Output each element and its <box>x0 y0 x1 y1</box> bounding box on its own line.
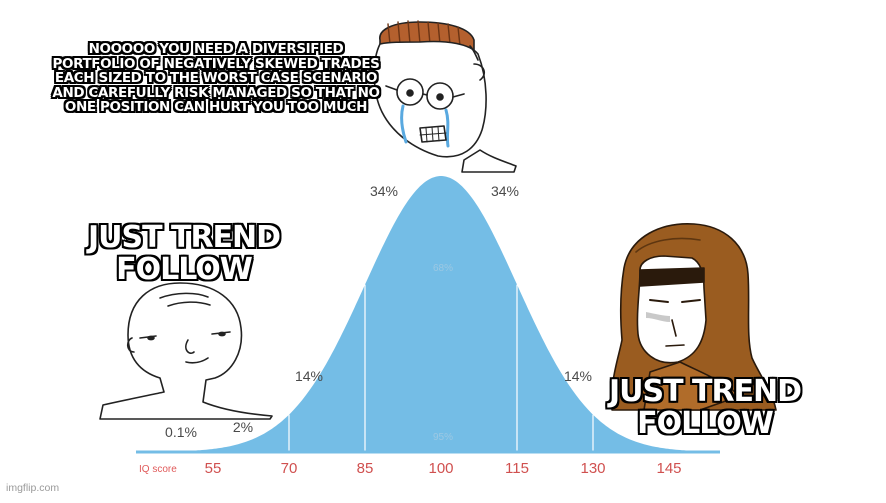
top-caption: NOOOOO YOU NEED A DIVERSIFIED PORTFOLIO … <box>52 41 380 116</box>
bell-curve-area <box>136 176 720 452</box>
label-tail-percent: 0.1% <box>165 424 197 440</box>
x-tick-label: 115 <box>505 460 529 477</box>
x-tick-label: 100 <box>428 460 453 477</box>
label-fourteen-right: 14% <box>564 368 592 384</box>
label-thirtyfour-left: 34% <box>370 183 398 199</box>
x-tick-label: 145 <box>656 460 681 477</box>
x-axis-label: IQ score <box>139 464 177 475</box>
left-caption: JUST TREND FOLLOW <box>87 220 281 288</box>
x-tick-labels: 55 70 85 100 115 130 145 <box>205 460 682 477</box>
x-tick-label: 70 <box>281 460 298 477</box>
label-ninetyfive: 95% <box>433 432 453 443</box>
x-tick-label: 85 <box>357 460 374 477</box>
x-tick-label: 55 <box>205 460 222 477</box>
crying-soyjak-icon <box>373 20 517 173</box>
x-tick-label: 130 <box>580 460 605 477</box>
label-two-percent: 2% <box>233 419 253 435</box>
imgflip-watermark: imgflip.com <box>6 482 60 494</box>
right-caption: JUST TREND FOLLOW <box>608 374 802 442</box>
wojak-left-icon <box>99 282 273 420</box>
label-fourteen-left: 14% <box>295 368 323 384</box>
hooded-monk-icon <box>610 223 777 411</box>
sigma-dividers <box>288 284 594 452</box>
label-sixtyeight: 68% <box>433 263 453 274</box>
label-thirtyfour-right: 34% <box>491 183 519 199</box>
